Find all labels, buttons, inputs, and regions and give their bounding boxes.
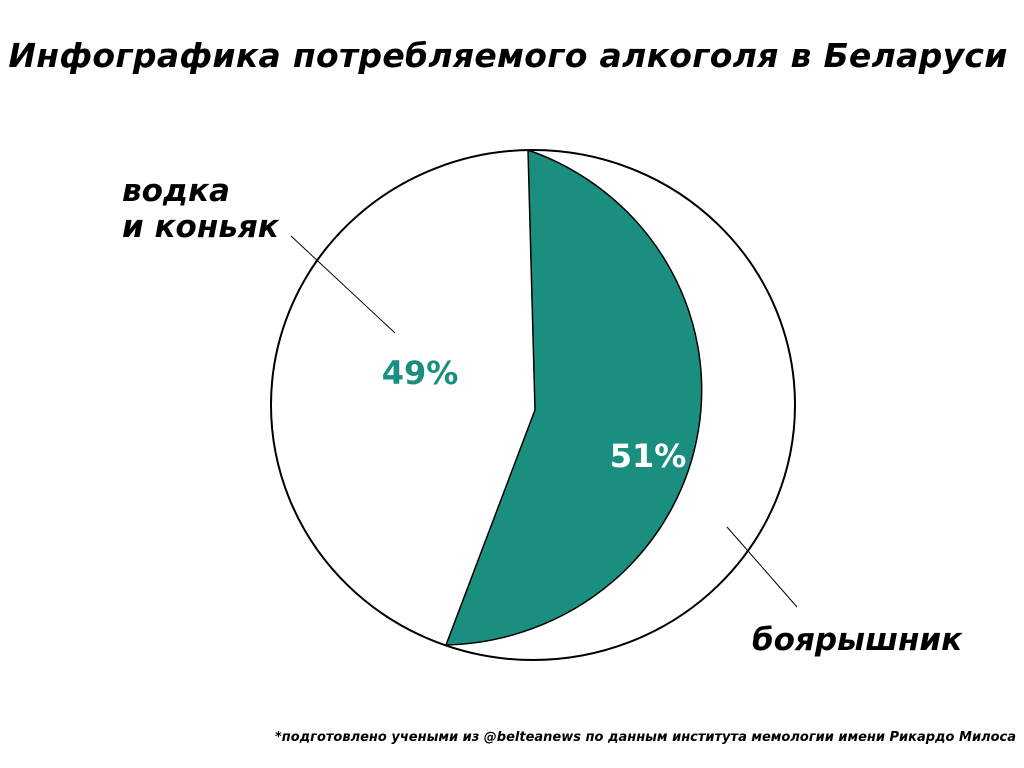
chart-title: Инфографика потребляемого алкоголя в Бел… bbox=[8, 36, 1008, 75]
category-label-hawthorn-line-1: боярышник bbox=[752, 622, 963, 658]
pie-slice-hawthorn bbox=[445, 149, 703, 646]
category-label-vodka-line-2: и коньяк bbox=[122, 209, 280, 245]
value-label-vodka: 49% bbox=[382, 354, 459, 392]
leader-line-hawthorn bbox=[726, 526, 798, 608]
category-label-vodka-line-1: водка bbox=[122, 173, 230, 209]
footnote: *подготовлено учеными из @belteanews по … bbox=[274, 730, 1016, 745]
value-label-hawthorn: 51% bbox=[610, 437, 687, 475]
pie-outline bbox=[270, 149, 796, 661]
leader-line-vodka bbox=[290, 235, 396, 334]
